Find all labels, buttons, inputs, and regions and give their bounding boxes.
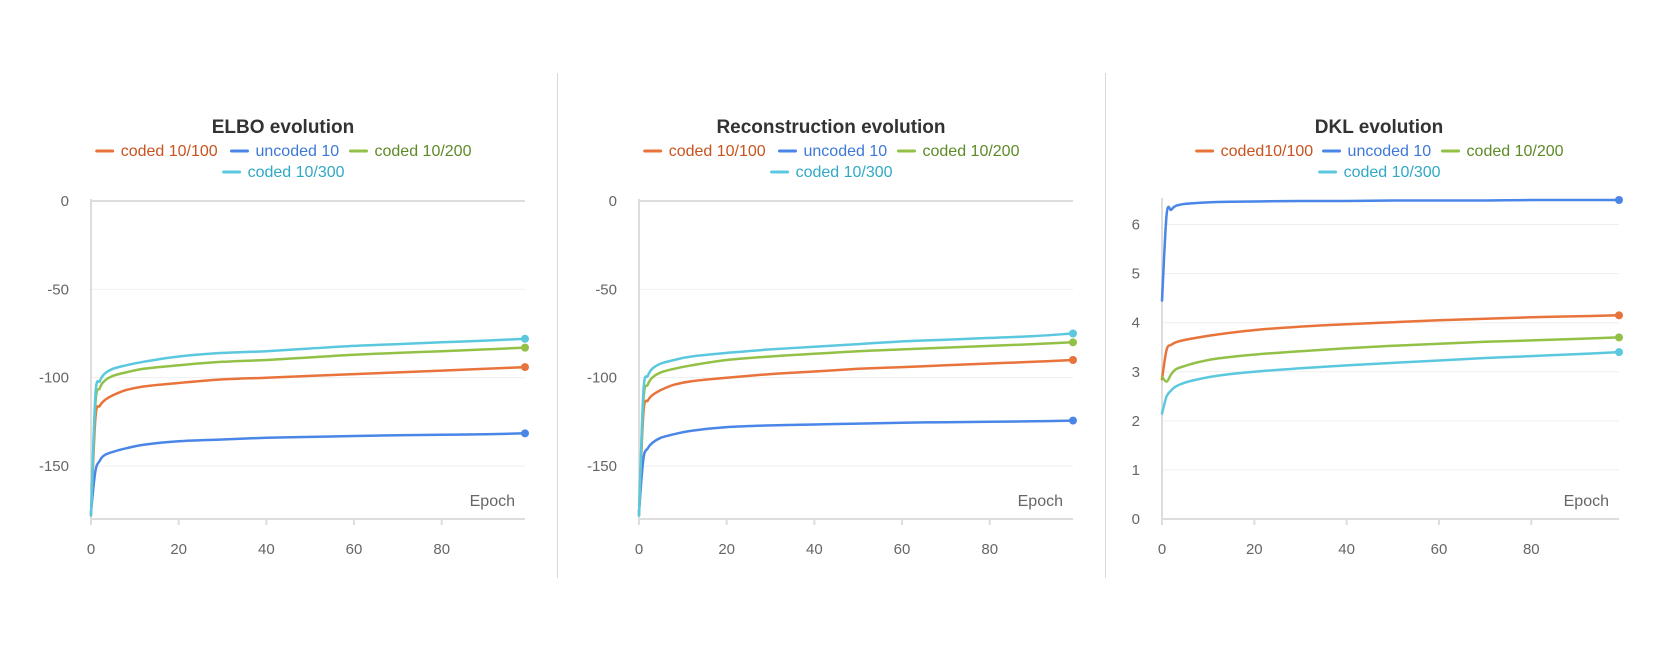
series-endpoint-uncoded-10[interactable]: [521, 429, 529, 438]
series-line-coded-10-100[interactable]: [89, 365, 527, 517]
legend-label: coded 10/100: [121, 143, 218, 160]
y-tick-label: 0: [1132, 511, 1140, 528]
x-tick-label: 80: [433, 541, 450, 558]
y-tick-label: 6: [1132, 217, 1140, 234]
legend-label: uncoded 10: [804, 143, 888, 160]
chart-title: Reconstruction evolution: [716, 117, 945, 138]
chart-title: DKL evolution: [1315, 117, 1443, 138]
x-tick-label: 0: [1158, 541, 1166, 558]
series-line-coded-10-300[interactable]: [1160, 350, 1621, 415]
legend-label: coded 10/300: [248, 164, 345, 181]
legend-item-coded10-100[interactable]: coded10/100: [1195, 143, 1314, 160]
y-tick-label: -50: [595, 281, 617, 298]
y-tick-label: 5: [1132, 266, 1140, 283]
y-tick-label: -150: [39, 458, 69, 475]
series-endpoint-coded-10-300[interactable]: [521, 334, 529, 343]
legend-label: coded 10/300: [1344, 164, 1441, 181]
series-endpoint-uncoded-10[interactable]: [1615, 196, 1623, 204]
y-tick-label: -50: [47, 281, 69, 298]
x-tick-label: 80: [981, 541, 998, 558]
legend-label: uncoded 10: [256, 143, 340, 160]
x-tick-label: 60: [346, 541, 363, 558]
legend-label: coded 10/100: [669, 143, 766, 160]
series-line-coded-10-200[interactable]: [89, 346, 527, 517]
panel-divider-2: [1105, 73, 1106, 578]
x-tick-label: 20: [718, 541, 735, 558]
series-line-coded10-100[interactable]: [1160, 314, 1621, 381]
legend-label: uncoded 10: [1348, 143, 1432, 160]
legend-label: coded10/100: [1221, 143, 1314, 160]
series-endpoint-coded-10-300[interactable]: [1615, 348, 1623, 357]
x-tick-label: 20: [170, 541, 187, 558]
chart-svg: Reconstruction evolution coded 10/100 unco…: [587, 117, 1077, 558]
series-endpoint-uncoded-10[interactable]: [1069, 416, 1077, 425]
series-line-coded-10-300[interactable]: [89, 337, 527, 517]
y-tick-label: 0: [609, 193, 617, 210]
series-line-uncoded-10[interactable]: [1160, 198, 1621, 302]
series-endpoint-coded-10-200[interactable]: [1069, 338, 1077, 347]
series-line-coded-10-200[interactable]: [637, 341, 1075, 517]
legend-label: coded 10/200: [1467, 143, 1564, 160]
x-tick-label: 40: [806, 541, 823, 558]
series-line-coded-10-100[interactable]: [637, 358, 1075, 517]
legend-label: coded 10/200: [923, 143, 1020, 160]
legend-label: coded 10/200: [375, 143, 472, 160]
x-tick-label: 0: [635, 541, 643, 558]
series-line-uncoded-10[interactable]: [89, 432, 527, 514]
series-line-coded-10-300[interactable]: [637, 332, 1075, 517]
x-axis-label: Epoch: [1018, 493, 1063, 510]
y-tick-label: 1: [1132, 462, 1140, 479]
elbo-chart-panel: ELBO evolution coded 10/100 uncoded 10 code…: [0, 0, 548, 649]
y-tick-label: 0: [61, 193, 69, 210]
legend-item-coded-10-300[interactable]: coded 10/300: [222, 164, 345, 181]
series-line-coded-10-200[interactable]: [1160, 336, 1621, 383]
series-endpoint-coded-10-200[interactable]: [521, 343, 529, 352]
y-tick-label: 3: [1132, 364, 1140, 381]
dkl-chart-panel: DKL evolution coded10/100 uncoded 10 coded …: [1096, 0, 1644, 649]
series-line-uncoded-10[interactable]: [637, 419, 1075, 514]
x-tick-label: 40: [258, 541, 275, 558]
chart-title: ELBO evolution: [212, 117, 355, 138]
legend-item-uncoded-10[interactable]: uncoded 10: [230, 143, 340, 160]
y-tick-label: -150: [587, 458, 617, 475]
x-tick-label: 40: [1338, 541, 1355, 558]
x-tick-label: 20: [1246, 541, 1263, 558]
legend-label: coded 10/300: [796, 164, 893, 181]
panel-divider-1: [557, 73, 558, 578]
x-tick-label: 60: [1431, 541, 1448, 558]
legend-item-coded-10-300[interactable]: coded 10/300: [1318, 164, 1441, 181]
legend-item-coded-10-100[interactable]: coded 10/100: [95, 143, 218, 160]
legend-item-coded-10-200[interactable]: coded 10/200: [897, 143, 1020, 160]
legend-item-coded-10-100[interactable]: coded 10/100: [643, 143, 766, 160]
x-axis-label: Epoch: [470, 493, 515, 510]
x-tick-label: 0: [87, 541, 95, 558]
series-endpoint-coded-10-300[interactable]: [1069, 329, 1077, 338]
reconstruction-chart-panel: Reconstruction evolution coded 10/100 unco…: [548, 0, 1096, 649]
series-endpoint-coded10-100[interactable]: [1615, 311, 1623, 320]
legend-item-uncoded-10[interactable]: uncoded 10: [1322, 143, 1432, 160]
y-tick-label: -100: [587, 370, 617, 387]
series-endpoint-coded-10-100[interactable]: [1069, 356, 1077, 364]
x-tick-label: 80: [1523, 541, 1540, 558]
x-tick-label: 60: [894, 541, 911, 558]
x-axis-label: Epoch: [1564, 493, 1609, 510]
legend-item-coded-10-300[interactable]: coded 10/300: [770, 164, 893, 181]
legend-item-uncoded-10[interactable]: uncoded 10: [778, 143, 888, 160]
y-tick-label: 2: [1132, 413, 1140, 430]
legend-item-coded-10-200[interactable]: coded 10/200: [1441, 143, 1564, 160]
series-endpoint-coded-10-100[interactable]: [521, 363, 529, 372]
y-tick-label: 4: [1132, 315, 1140, 332]
legend-item-coded-10-200[interactable]: coded 10/200: [349, 143, 472, 160]
y-tick-label: -100: [39, 370, 69, 387]
chart-svg: ELBO evolution coded 10/100 uncoded 10 code…: [39, 117, 529, 558]
series-endpoint-coded-10-200[interactable]: [1615, 333, 1623, 342]
